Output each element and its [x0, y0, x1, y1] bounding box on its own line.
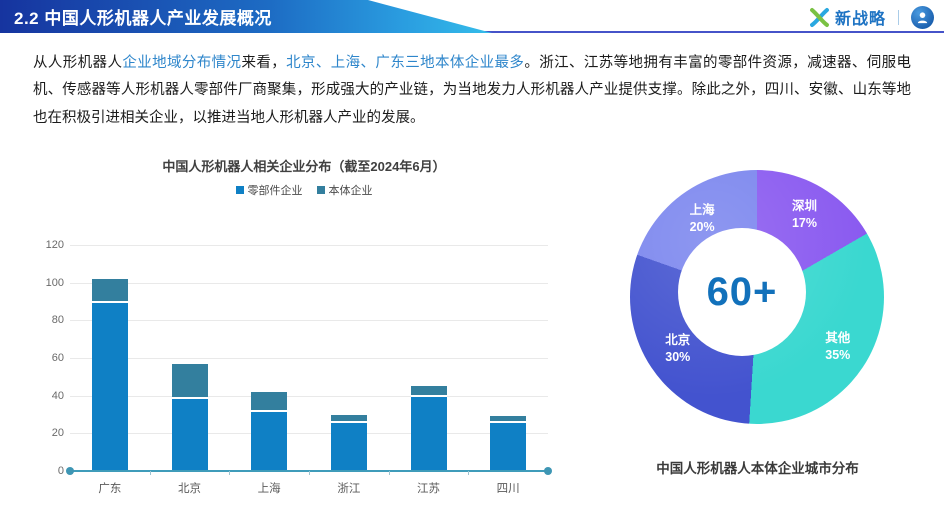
bar-北京 [171, 363, 208, 471]
bar-segment-separator [490, 421, 527, 424]
bar-chart: 中国人形机器人相关企业分布（截至2024年6月） 零部件企业 本体企业 0 20 40… [30, 150, 578, 500]
intro-text-segment: 企业地域分布情况 [122, 55, 242, 71]
slice-name: 上海 [689, 203, 715, 218]
slice-name: 深圳 [791, 198, 817, 213]
gridline [70, 320, 548, 322]
legend-item: 零部件企业 [235, 182, 303, 198]
x-axis-label: 北京 [178, 483, 201, 495]
slice-percent: 35% [825, 348, 851, 362]
bar-segment-lingbujian [251, 411, 288, 471]
brand-separator: ｜ [890, 9, 906, 27]
bar-广东 [91, 278, 128, 471]
x-axis-label: 广东 [98, 483, 122, 495]
slice-name: 其他 [825, 331, 851, 346]
y-axis-tick-label: 80 [51, 314, 64, 327]
bar-四川 [490, 416, 527, 471]
gridline [70, 358, 548, 359]
bar-segment-lingbujian [490, 423, 527, 471]
bar-chart-title: 中国人形机器人相关企业分布（截至2024年6月） [162, 159, 446, 174]
y-axis-tick-label: 60 [51, 352, 64, 364]
legend-swatch [316, 186, 325, 194]
donut-slice-label-北京: 北京 30% [665, 333, 690, 367]
brand-logo: 新战略 ｜ [809, 4, 934, 30]
brand-x-icon [809, 7, 830, 28]
bar-segment-lingbujian [330, 423, 367, 471]
donut-center: 60+ [678, 228, 806, 356]
x-axis-label: 上海 [257, 483, 281, 495]
x-axis-tick [149, 471, 151, 475]
axis-dot-right [544, 467, 552, 475]
bar-segment-separator [171, 396, 208, 399]
x-axis-tick [468, 471, 470, 475]
bar-segment-separator [251, 409, 288, 412]
bar-segment-benti [251, 391, 288, 410]
bar-segment-benti [91, 278, 128, 301]
bar-上海 [251, 391, 288, 471]
bar-chart-plot: 0 20 40 60 80 100 120 广东 北京 上海 浙江 江苏 四川 [46, 239, 552, 495]
gridline [70, 433, 548, 435]
slice-percent: 30% [665, 350, 691, 365]
donut-chart: 60+ 中国人形机器人本体企业城市分布 深圳 17% 其他 35% 北京 30% 上海 20% [615, 165, 900, 485]
bar-segment-benti [171, 363, 208, 397]
bar-segment-separator [330, 421, 367, 424]
gridline [70, 245, 548, 246]
y-axis-tick-label: 20 [51, 427, 64, 440]
bar-segment-separator [91, 300, 128, 303]
donut-slice-label-其他: 其他 35% [825, 330, 850, 364]
bar-segment-separator [410, 394, 447, 397]
gridline [70, 282, 548, 284]
x-axis-label: 江苏 [417, 483, 440, 495]
axis-dot-left [66, 467, 74, 475]
x-axis-label: 四川 [496, 483, 520, 495]
gridline [70, 395, 548, 397]
bar-segment-benti [490, 416, 527, 422]
donut-slice-label-深圳: 深圳 17% [792, 198, 817, 232]
legend-label: 零部件企业 [247, 185, 303, 197]
donut-caption: 中国人形机器人本体企业城市分布 [656, 461, 859, 476]
header-bar: 2.2 中国人形机器人产业发展概况 [0, 0, 492, 33]
page-title: 2.2 中国人形机器人产业发展概况 [14, 9, 272, 28]
bar-segment-lingbujian [91, 302, 128, 471]
y-axis-tick-label: 100 [45, 276, 64, 289]
bar-segment-benti [330, 414, 367, 422]
bar-segment-lingbujian [410, 396, 447, 471]
brand-name: 新战略 [834, 11, 886, 28]
y-axis-tick-label: 0 [57, 465, 64, 477]
intro-paragraph: 从人形机器人企业地域分布情况来看，北京、上海、广东三地本体企业最多。浙江、江苏等… [33, 50, 911, 132]
slice-name: 北京 [665, 333, 691, 348]
x-axis-tick [309, 471, 310, 475]
intro-text-segment: 。浙江、江苏等地拥有丰富的零部件资源，减速器、伺服电机、传感器等人形机器人零部件… [33, 55, 912, 126]
legend-item: 本体企业 [316, 182, 373, 198]
bar-chart-legend: 零部件企业 本体企业 [30, 182, 578, 198]
x-axis-tick [388, 471, 390, 475]
donut-center-value: 60+ [706, 269, 778, 314]
x-axis-label: 浙江 [337, 483, 361, 495]
intro-text-segment: 从人形机器人 [33, 55, 123, 71]
slice-percent: 17% [791, 215, 818, 230]
donut-slice-label-上海: 上海 20% [690, 203, 715, 237]
header: 2.2 中国人形机器人产业发展概况 新战略 ｜ [0, 0, 944, 36]
bar-浙江 [330, 414, 367, 471]
intro-text-segment: 北京、上海、广东三地本体企业最多 [286, 55, 525, 71]
bar-江苏 [410, 386, 447, 471]
intro-text-segment: 来看， [241, 55, 287, 71]
slice-percent: 20% [689, 220, 715, 235]
bar-segment-lingbujian [171, 398, 208, 471]
bar-segment-benti [410, 386, 447, 395]
y-axis-tick-label: 40 [51, 389, 64, 402]
legend-label: 本体企业 [328, 185, 373, 197]
brand-badge-icon [911, 5, 934, 29]
x-axis-tick [229, 471, 231, 475]
y-axis-tick-label: 120 [45, 239, 64, 251]
legend-swatch [235, 186, 244, 194]
